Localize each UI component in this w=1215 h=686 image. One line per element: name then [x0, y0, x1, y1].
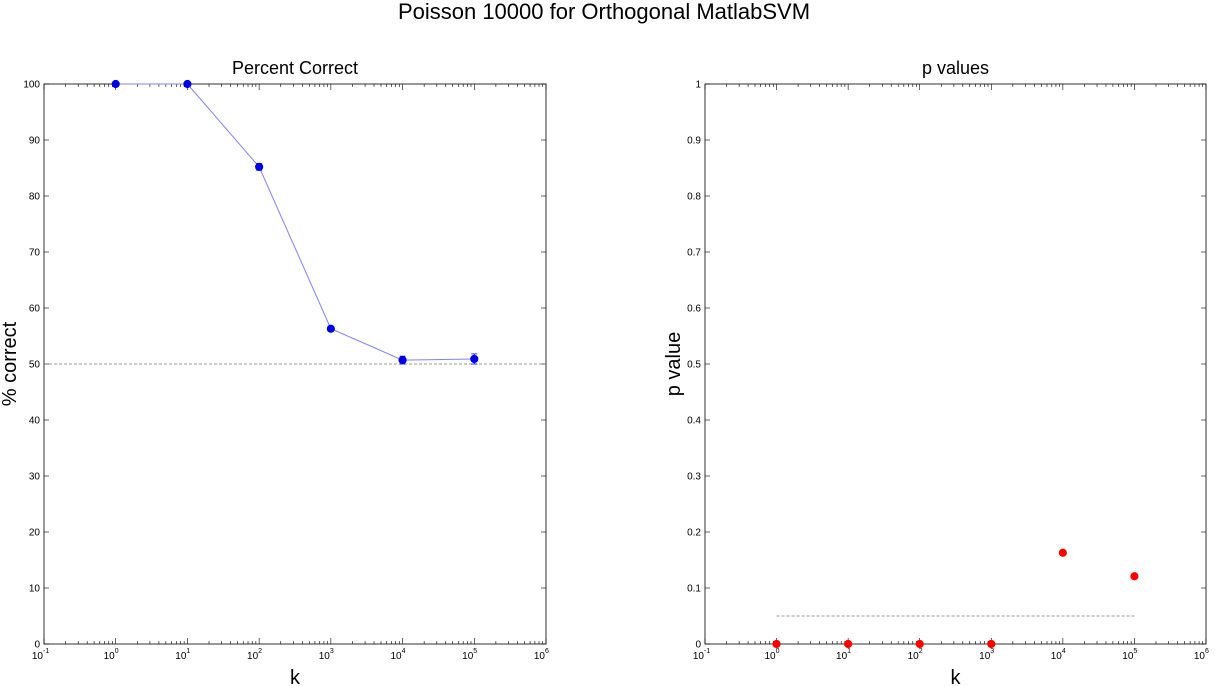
x-ticks [704, 84, 1207, 644]
x-tick-label-exponent: 6 [1205, 648, 1209, 655]
x-tick-label-exponent: 0 [115, 648, 119, 655]
data-point [844, 639, 853, 649]
x-tick-label-exponent: 4 [402, 648, 406, 655]
x-tick-label-exponent: 1 [186, 648, 190, 655]
x-tick-label: 10 [1194, 651, 1206, 662]
x-tick-label: 10 [1051, 651, 1063, 662]
y-tick-label: 0.1 [687, 584, 701, 595]
data-point [915, 639, 924, 649]
y-tick-label: 90 [29, 136, 41, 147]
y-tick-label: 0.2 [687, 528, 701, 539]
data-point [326, 324, 335, 333]
x-tick-label: 10 [534, 651, 546, 662]
y-tick-label: 1 [695, 80, 701, 91]
x-tick-label-exponent: 3 [330, 648, 334, 655]
y-tick-label: 0.4 [687, 416, 701, 427]
x-tick-label-exponent: 2 [258, 648, 262, 655]
x-tick-label: 10 [462, 651, 474, 662]
x-tick-label: 10 [693, 651, 705, 662]
x-tick-label-exponent: -1 [43, 648, 49, 655]
data-point [255, 162, 264, 171]
data-point [470, 354, 479, 364]
y-axis-label: p value [663, 332, 685, 397]
data-point [987, 639, 996, 649]
y-tick-label: 0.8 [687, 192, 701, 203]
y-tick-label: 0.3 [687, 472, 701, 483]
plot-title: Percent Correct [232, 58, 358, 78]
y-tick-label: 0.5 [687, 360, 701, 371]
y-tick-label: 0.7 [687, 248, 701, 259]
data-point [1130, 572, 1139, 581]
y-tick-label: 30 [29, 472, 41, 483]
x-tick-label-exponent: 5 [473, 648, 477, 655]
x-tick-label: 10 [908, 651, 920, 662]
figure-suptitle: Poisson 10000 for Orthogonal MatlabSVM [398, 0, 810, 24]
y-tick-label: 0.9 [687, 136, 701, 147]
data-point [1058, 548, 1067, 557]
y-tick-label: 0 [695, 640, 701, 651]
y-tick-label: 50 [29, 360, 41, 371]
data-point [398, 355, 407, 365]
x-tick-label: 10 [175, 651, 187, 662]
data-point [772, 639, 781, 649]
x-tick-label: 10 [1122, 651, 1134, 662]
y-tick-label: 0 [34, 640, 40, 651]
x-tick-label-exponent: 5 [1133, 648, 1137, 655]
plot-title: p values [922, 58, 989, 78]
x-tick-label-exponent: 2 [919, 648, 923, 655]
y-tick-label: 60 [29, 304, 41, 315]
x-tick-label-exponent: -1 [704, 648, 710, 655]
x-axis-label: k [290, 667, 301, 686]
x-tick-label: 10 [979, 651, 991, 662]
x-tick-label-exponent: 4 [1062, 648, 1066, 655]
x-tick-label: 10 [319, 651, 331, 662]
x-tick-label: 10 [390, 651, 402, 662]
x-tick-label-exponent: 1 [847, 648, 851, 655]
data-point [183, 79, 192, 89]
x-tick-label: 10 [247, 651, 259, 662]
plot-frame [704, 83, 1207, 645]
x-tick-label: 10 [32, 651, 44, 662]
x-axis-label: k [951, 667, 962, 686]
y-tick-label: 80 [29, 192, 41, 203]
y-tick-label: 40 [29, 416, 41, 427]
y-tick-label: 20 [29, 528, 41, 539]
y-tick-label: 70 [29, 248, 41, 259]
y-tick-label: 100 [23, 80, 40, 91]
data-point [111, 79, 120, 89]
x-tick-label-exponent: 6 [545, 648, 549, 655]
x-tick-label: 10 [764, 651, 776, 662]
y-axis-label: % correct [0, 321, 21, 406]
y-tick-label: 10 [29, 584, 41, 595]
x-tick-label-exponent: 0 [776, 648, 780, 655]
y-tick-label: 0.6 [687, 304, 701, 315]
x-tick-label: 10 [104, 651, 116, 662]
series-line [115, 83, 475, 361]
x-tick-label: 10 [836, 651, 848, 662]
x-tick-label-exponent: 3 [990, 648, 994, 655]
